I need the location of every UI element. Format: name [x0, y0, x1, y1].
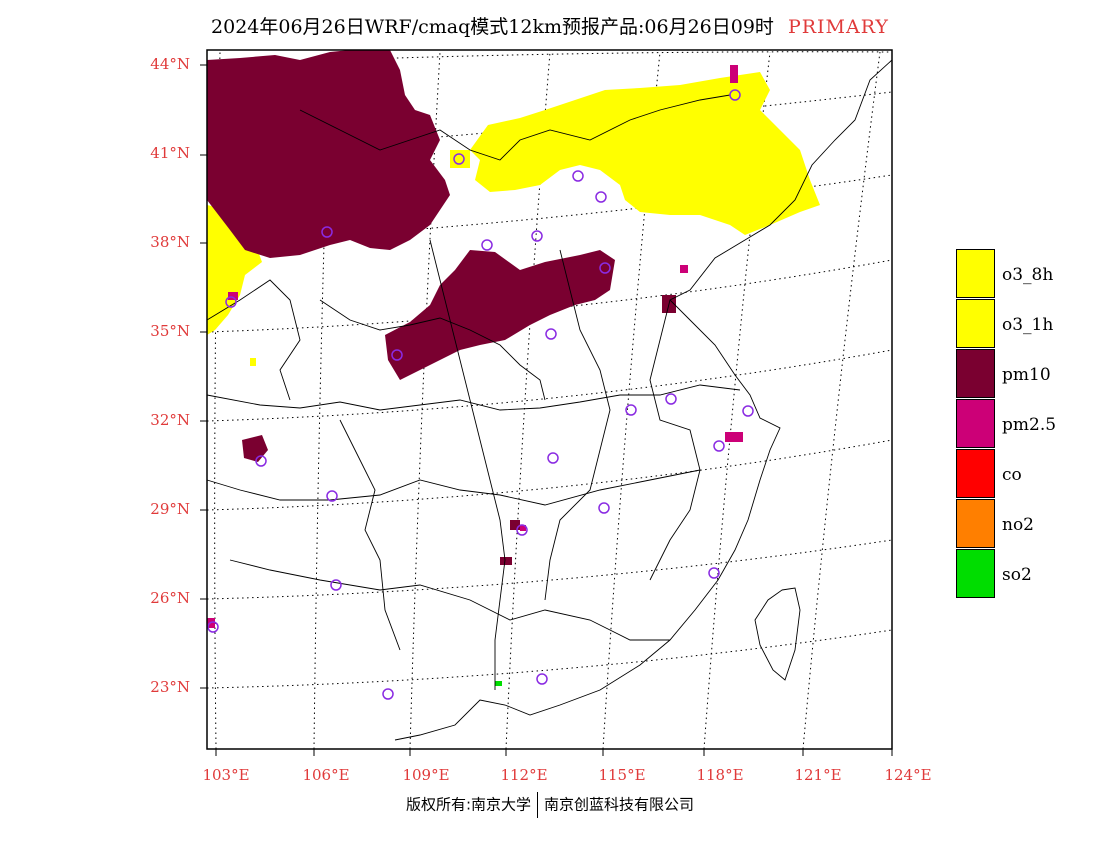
station-marker: [326, 490, 338, 502]
legend-swatch: [956, 349, 995, 398]
border-8: [299, 94, 731, 161]
copyright-footer: 版权所有:南京大学 南京创蓝科技有限公司: [0, 792, 1100, 818]
parallel-23: [206, 629, 893, 689]
lon-label-118: 118°E: [696, 766, 744, 784]
parallel-32: [206, 349, 893, 422]
lat-label-41: 41°N: [150, 144, 190, 162]
station-marker: [207, 621, 219, 633]
border-9: [339, 419, 401, 651]
station-marker: [729, 89, 741, 101]
so2-patch: [495, 681, 502, 686]
lat-label-44: 44°N: [150, 55, 190, 73]
lon-label-121: 121°E: [794, 766, 842, 784]
pm25-patch-6: [730, 65, 738, 83]
taiwan-coast: [754, 587, 801, 681]
lon-label-103: 103°E: [202, 766, 250, 784]
legend-swatch: [956, 449, 995, 498]
pm10-patch-1: [500, 557, 512, 565]
border-10: [206, 279, 301, 401]
station-marker: [665, 393, 677, 405]
legend-swatch: [956, 399, 995, 448]
lat-label-23: 23°N: [150, 678, 190, 696]
station-marker: [382, 688, 394, 700]
lat-label-26: 26°N: [150, 589, 190, 607]
lon-label-124: 124°E: [884, 766, 932, 784]
border-6: [544, 249, 611, 601]
station-marker: [572, 170, 584, 182]
lat-label-35: 35°N: [150, 322, 190, 340]
lon-label-115: 115°E: [598, 766, 646, 784]
legend-swatch: [956, 549, 995, 598]
station-marker: [453, 153, 465, 165]
station-marker: [599, 262, 611, 274]
station-markers: [207, 89, 754, 700]
legend-label: o3_8h: [1002, 265, 1054, 285]
border-1: [206, 384, 741, 411]
parallel-26: [206, 539, 893, 600]
pm10-patch-2: [510, 520, 520, 530]
meridian-121: [802, 51, 881, 750]
station-marker: [330, 579, 342, 591]
legend-label: pm2.5: [1002, 415, 1057, 435]
border-2: [206, 469, 701, 506]
border-3: [229, 559, 670, 641]
pollutant-tag: PRIMARY: [787, 16, 889, 38]
map-frame: [206, 49, 893, 750]
station-marker: [536, 673, 548, 685]
legend-label: co: [1002, 465, 1022, 485]
lon-label-106: 106°E: [302, 766, 350, 784]
o3-patch-1: [450, 150, 470, 168]
station-marker: [225, 296, 237, 308]
station-marker: [742, 405, 754, 417]
map-title: 2024年06月26日WRF/cmaq模式12km预报产品:06月26日09时 P…: [0, 12, 1100, 39]
copyright-company: 南京创蓝科技有限公司: [544, 795, 695, 814]
legend-label: pm10: [1002, 365, 1051, 385]
pm25-patch-3: [228, 292, 238, 300]
border-7: [649, 299, 701, 581]
legend-label: o3_1h: [1002, 315, 1054, 335]
station-marker: [598, 502, 610, 514]
pm10-areas: [207, 50, 676, 565]
pm25-patch-4: [520, 525, 526, 531]
station-marker: [713, 440, 725, 452]
lat-label-38: 38°N: [150, 233, 190, 251]
pm10-area-sichuan: [242, 435, 268, 462]
station-marker: [516, 524, 528, 536]
station-marker: [595, 191, 607, 203]
station-marker: [547, 452, 559, 464]
station-marker: [255, 455, 267, 467]
station-marker: [545, 328, 557, 340]
province-boundaries: [206, 59, 893, 741]
lat-label-32: 32°N: [150, 411, 190, 429]
o3-patch-2: [250, 358, 256, 366]
pm25-patch-1: [725, 432, 743, 442]
title-text: 2024年06月26日WRF/cmaq模式12km预报产品:06月26日09时: [211, 16, 774, 38]
footer-separator: [537, 792, 539, 818]
o3-area-north: [470, 72, 820, 235]
pm10-area-central: [385, 250, 615, 380]
pm25-patch-5: [680, 265, 688, 273]
lon-label-109: 109°E: [402, 766, 450, 784]
station-marker: [625, 404, 637, 416]
legend-label: so2: [1002, 565, 1032, 585]
station-marker: [708, 567, 720, 579]
lat-label-29: 29°N: [150, 500, 190, 518]
legend-swatch: [956, 249, 995, 298]
coastline: [394, 59, 893, 741]
border-4: [319, 299, 546, 401]
lon-label-112: 112°E: [500, 766, 548, 784]
parallel-29: [206, 439, 893, 511]
station-marker: [481, 239, 493, 251]
station-marker: [531, 230, 543, 242]
tick-marks: [200, 64, 893, 756]
border-5: [429, 239, 506, 690]
legend-swatch: [956, 499, 995, 548]
legend-label: no2: [1002, 515, 1034, 535]
pm10-area-northwest: [207, 50, 450, 258]
station-marker: [391, 349, 403, 361]
copyright-owner: 版权所有:南京大学: [405, 795, 532, 814]
legend-swatch: [956, 299, 995, 348]
station-marker: [321, 226, 333, 238]
